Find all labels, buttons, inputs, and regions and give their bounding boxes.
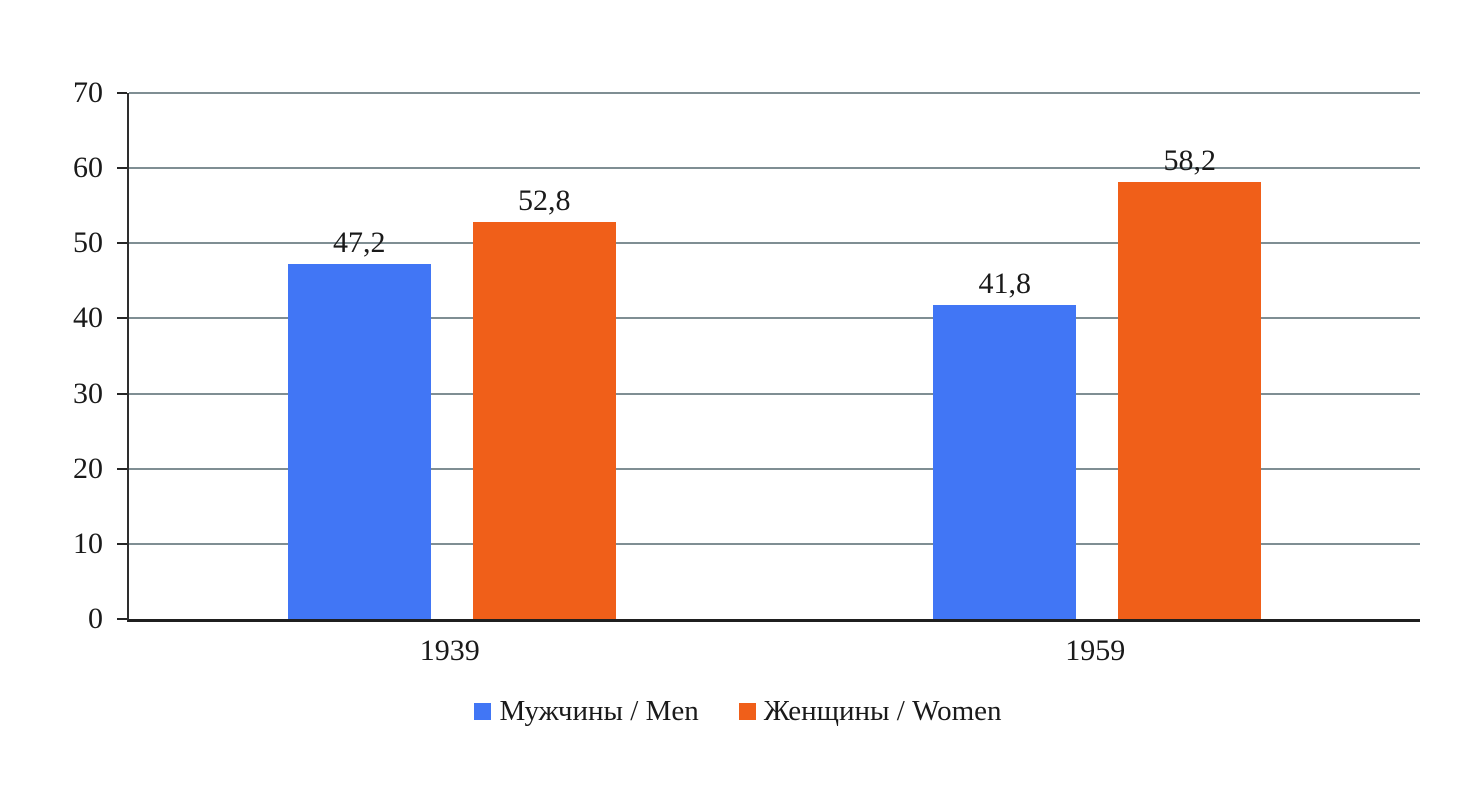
legend-swatch — [738, 702, 756, 720]
y-tick-mark — [117, 467, 127, 470]
legend-swatch — [474, 702, 492, 720]
y-axis-label: 40 — [73, 301, 103, 335]
y-axis-label: 10 — [73, 526, 103, 560]
bar — [933, 304, 1077, 619]
y-axis-label: 70 — [73, 76, 103, 109]
legend: Мужчины / Men Женщины / Women — [0, 694, 1476, 728]
y-tick-mark — [117, 618, 127, 620]
legend-label: Мужчины / Men — [499, 695, 699, 727]
bar — [287, 264, 431, 619]
y-tick-mark — [117, 92, 127, 94]
x-axis-label: 1939 — [419, 634, 480, 667]
gridline — [129, 542, 1420, 545]
bar — [472, 222, 616, 619]
legend-label: Женщины / Women — [763, 695, 1002, 727]
gridline — [129, 467, 1420, 470]
y-tick-mark — [117, 392, 127, 395]
gridline — [129, 317, 1420, 320]
legend-item: Женщины / Women — [738, 694, 1002, 728]
x-axis-label: 1959 — [1065, 634, 1126, 667]
bar-value-label: 52,8 — [518, 184, 571, 218]
bar-value-label: 41,8 — [978, 266, 1032, 300]
gridline — [129, 167, 1420, 170]
bar — [1118, 181, 1262, 619]
y-axis-label: 20 — [73, 451, 103, 485]
gridline — [129, 392, 1420, 395]
y-tick-mark — [117, 242, 127, 245]
bar-value-label: 47,2 — [333, 226, 386, 260]
y-tick-mark — [117, 542, 127, 545]
y-axis-label: 60 — [73, 151, 103, 185]
y-axis-label: 30 — [73, 376, 103, 410]
gridline — [129, 92, 1420, 94]
y-tick-mark — [117, 167, 127, 170]
gridline — [129, 242, 1420, 245]
plot-area: 47,2 52,8 41,8 58,2 — [127, 92, 1420, 622]
y-tick-mark — [117, 317, 127, 320]
bar-value-label: 58,2 — [1163, 143, 1217, 177]
y-axis-label: 50 — [73, 226, 103, 260]
legend-item: Мужчины / Men — [474, 694, 699, 728]
y-axis-label: 0 — [88, 602, 103, 635]
